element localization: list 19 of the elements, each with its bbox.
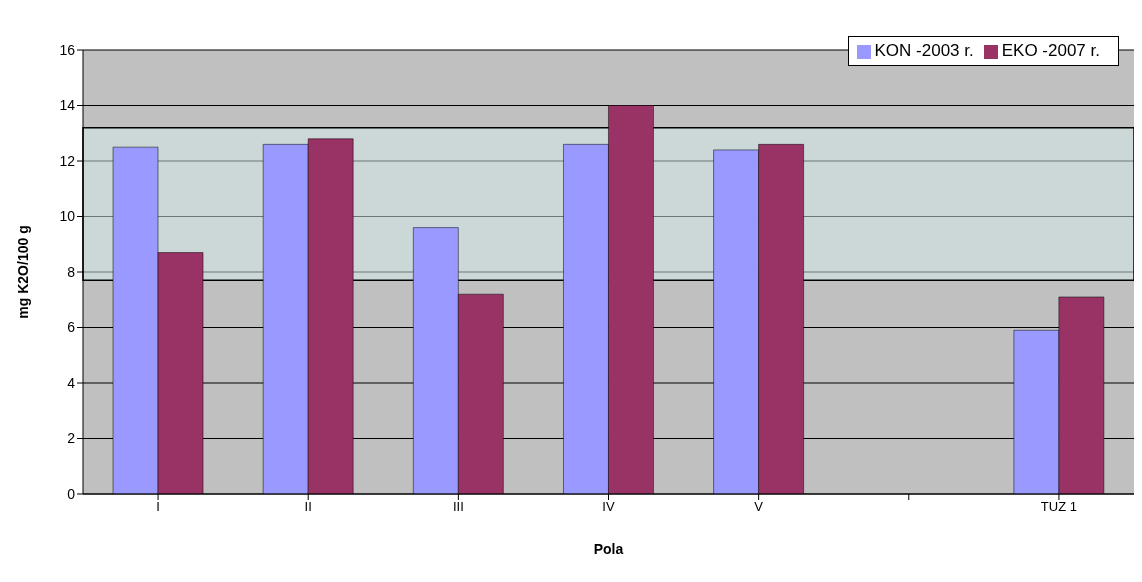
legend-label: KON -2003 r. (874, 41, 974, 60)
legend-label: EKO -2007 r. (1001, 41, 1100, 60)
y-tick-label: 14 (59, 97, 76, 114)
x-tick-label: V (754, 499, 764, 515)
y-tick-label: 4 (67, 374, 76, 391)
y-tick-label: 16 (59, 41, 76, 58)
y-axis-title: mg K2O/100 g (14, 225, 31, 319)
y-tick-label: 8 (67, 263, 76, 280)
x-tick-label: TUZ 1 (1040, 499, 1077, 515)
x-tick-label: III (452, 499, 464, 515)
y-tick-label: 2 (67, 430, 76, 447)
x-tick-label: IV (602, 499, 615, 515)
y-tick-label: 12 (59, 152, 76, 169)
y-tick-label: 6 (67, 319, 76, 336)
y-tick-label: 10 (59, 208, 76, 225)
x-tick-label: I (156, 499, 160, 515)
y-tick-label: 0 (67, 485, 76, 502)
x-tick-label: II (304, 499, 312, 515)
x-axis-title: Pola (593, 541, 624, 557)
